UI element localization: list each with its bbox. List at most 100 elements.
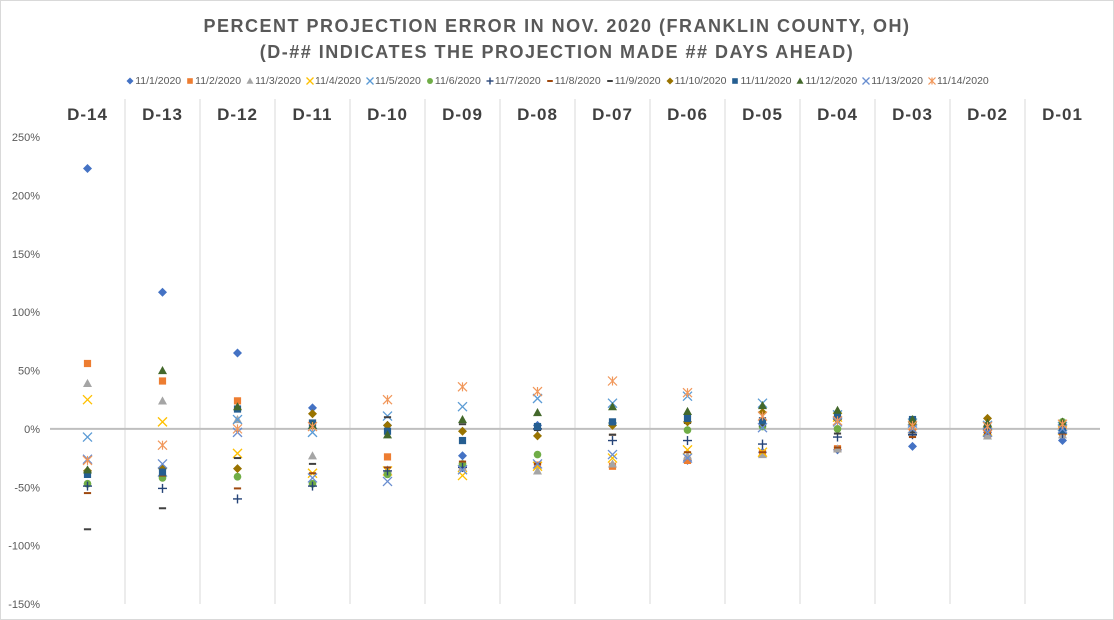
legend-marker-icon: [862, 77, 871, 86]
data-point: [983, 431, 992, 440]
legend-label: 11/13/2020: [871, 75, 923, 87]
legend-label: 11/12/2020: [805, 75, 858, 87]
legend-marker: [366, 77, 374, 86]
data-point: [458, 426, 467, 436]
data-point: [832, 415, 843, 426]
data-point: [683, 451, 692, 460]
data-point: [458, 451, 467, 461]
y-tick-label: 100%: [12, 307, 40, 319]
data-point: [232, 423, 243, 434]
legend-marker: [426, 78, 433, 85]
data-point: [82, 455, 93, 466]
legend-marker-icon: [928, 77, 936, 86]
data-point: [983, 413, 992, 423]
category-label: D-13: [142, 105, 183, 124]
y-tick-label: -150%: [8, 599, 40, 611]
data-point: [158, 377, 167, 385]
data-point: [532, 386, 543, 397]
y-tick-label: 150%: [12, 249, 40, 261]
category-label: D-05: [742, 105, 783, 124]
data-point: [457, 464, 468, 475]
legend-entry: 11/6/2020: [425, 75, 481, 87]
legend-marker: [666, 77, 674, 85]
data-point: [833, 412, 842, 420]
data-point: [608, 459, 617, 468]
legend-label: 11/2/2020: [195, 75, 242, 87]
data-point: [83, 481, 92, 491]
data-point: [758, 439, 767, 449]
category-label: D-03: [892, 105, 933, 124]
legend-marker-icon: [796, 77, 804, 85]
data-point: [233, 464, 242, 474]
data-point: [232, 414, 243, 425]
data-point: [457, 381, 468, 392]
chart-legend: 11/1/2020 11/2/2020 11/3/2020 11/4/2020 11/5…: [1, 75, 1113, 87]
legend-marker: [796, 77, 804, 85]
data-point: [982, 421, 993, 432]
legend-label: 11/6/2020: [434, 75, 481, 87]
legend-entry: 11/13/2020: [861, 75, 923, 87]
legend-label: 11/8/2020: [554, 75, 601, 87]
data-point: [1057, 419, 1068, 430]
data-point: [683, 426, 692, 434]
data-point: [833, 405, 842, 414]
data-point: [82, 432, 93, 443]
data-point: [608, 418, 617, 426]
category-label: D-06: [667, 105, 708, 124]
legend-label: 11/4/2020: [315, 75, 361, 87]
data-point: [608, 436, 617, 446]
y-tick-label: 0%: [24, 424, 40, 436]
category-label: D-07: [592, 105, 633, 124]
data-point: [758, 417, 767, 425]
data-point: [533, 450, 542, 459]
legend-entry: 11/9/2020: [605, 75, 661, 87]
category-label: D-09: [442, 105, 483, 124]
legend-marker-icon: [246, 77, 254, 85]
legend-label: 11/10/2020: [674, 75, 727, 87]
data-point: [83, 470, 92, 479]
data-point: [232, 448, 243, 459]
legend-marker-icon: [366, 77, 374, 86]
legend-entry: 11/11/2020: [730, 75, 791, 87]
data-point: [157, 416, 168, 427]
legend-marker: [126, 77, 134, 85]
data-point: [382, 394, 393, 405]
category-label: D-14: [67, 105, 108, 124]
legend-marker-icon: [732, 78, 739, 85]
legend-marker-icon: [126, 77, 134, 85]
data-point: [607, 453, 618, 464]
data-point: [83, 164, 92, 174]
category-label: D-12: [217, 105, 258, 124]
data-point: [607, 449, 618, 460]
data-point: [683, 406, 692, 415]
y-tick-label: 200%: [12, 190, 40, 202]
data-point: [383, 430, 392, 439]
category-label: D-10: [367, 105, 408, 124]
data-point: [308, 481, 317, 491]
data-point: [308, 451, 317, 460]
series-11-13-2020: [82, 416, 1068, 487]
y-tick-label: 250%: [12, 132, 40, 144]
data-point: [158, 287, 167, 297]
chart-title-block: PERCENT PROJECTION ERROR IN NOV. 2020 (F…: [1, 13, 1113, 65]
legend-marker-icon: [486, 77, 494, 85]
legend-entry: 11/8/2020: [545, 75, 601, 87]
data-point: [532, 458, 543, 469]
legend-marker-icon: [606, 80, 613, 83]
data-point: [458, 436, 467, 445]
legend-marker-icon: [187, 78, 193, 85]
legend-entry: 11/14/2020: [927, 75, 989, 87]
data-point: [157, 440, 168, 451]
data-point: [158, 468, 167, 476]
category-label: D-11: [293, 105, 333, 124]
data-point: [307, 472, 318, 483]
legend-label: 11/14/2020: [937, 75, 989, 87]
legend-marker: [862, 77, 871, 86]
data-point: [533, 431, 542, 441]
data-point: [158, 483, 167, 493]
data-point: [158, 396, 167, 405]
data-point: [683, 414, 692, 422]
legend-label: 11/1/2020: [135, 75, 182, 87]
data-point: [758, 450, 767, 459]
